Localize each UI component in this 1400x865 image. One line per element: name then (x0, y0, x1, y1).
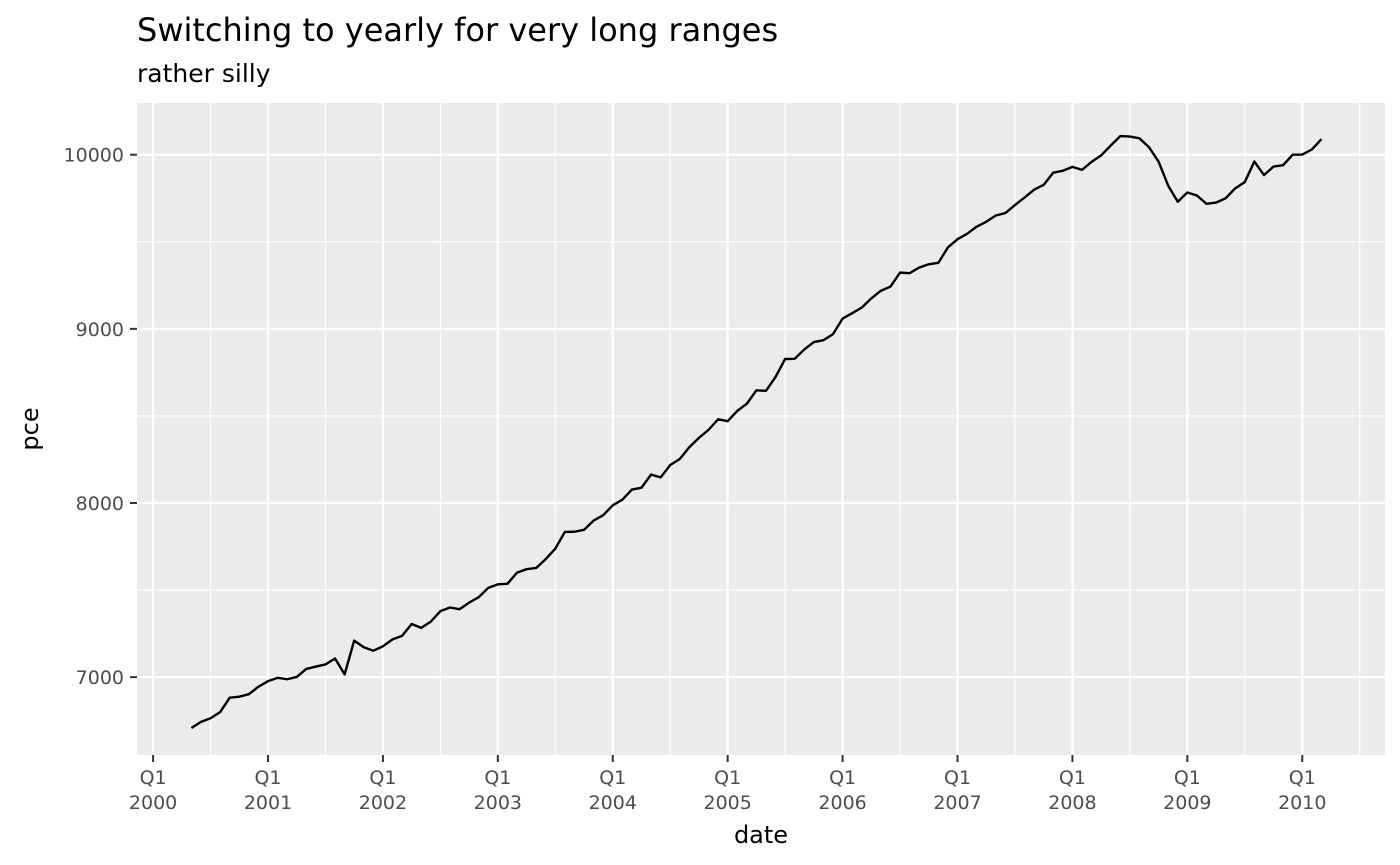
x-axis: Q1 2000 Q1 2001 Q1 2002 Q1 2003 Q1 2004 Q1 2005 Q1 20… (129, 755, 1326, 814)
x-tick-label-year: 2009 (1163, 792, 1211, 814)
y-axis-title: pce (16, 407, 44, 450)
x-tick-label-year: 2005 (703, 792, 751, 814)
x-tick-label-year: 2001 (244, 792, 292, 814)
x-tick-label-quarter: Q1 (829, 767, 856, 789)
y-tick-label: 7000 (76, 667, 124, 689)
x-tick-label-quarter: Q1 (1174, 767, 1201, 789)
chart-title: Switching to yearly for very long ranges (137, 11, 778, 49)
x-tick-label-year: 2000 (129, 792, 177, 814)
x-tick-label-year: 2010 (1278, 792, 1326, 814)
x-tick-label-quarter: Q1 (714, 767, 741, 789)
y-axis: 7000 8000 9000 10000 (64, 145, 137, 689)
x-axis-title: date (734, 821, 788, 849)
x-tick-label-year: 2002 (359, 792, 407, 814)
x-tick-label-year: 2003 (474, 792, 522, 814)
x-tick-label-quarter: Q1 (944, 767, 971, 789)
y-tick-label: 10000 (64, 145, 124, 167)
major-gridlines (137, 103, 1385, 755)
pce-line (190, 134, 1323, 730)
x-tick-label-quarter: Q1 (369, 767, 396, 789)
x-tick-label-year: 2007 (933, 792, 981, 814)
x-tick-label-year: 2008 (1048, 792, 1096, 814)
x-tick-label-quarter: Q1 (254, 767, 281, 789)
x-tick-label-quarter: Q1 (484, 767, 511, 789)
x-tick-label-year: 2006 (818, 792, 866, 814)
y-tick-label: 9000 (76, 319, 124, 341)
x-tick-label-quarter: Q1 (1059, 767, 1086, 789)
x-tick-label-quarter: Q1 (599, 767, 626, 789)
x-tick-label-year: 2004 (589, 792, 637, 814)
x-tick-label-quarter: Q1 (140, 767, 167, 789)
plot-panel (137, 103, 1385, 755)
chart-subtitle: rather silly (137, 59, 271, 88)
minor-gridlines (137, 103, 1385, 755)
y-tick-label: 8000 (76, 493, 124, 515)
x-tick-label-quarter: Q1 (1289, 767, 1316, 789)
